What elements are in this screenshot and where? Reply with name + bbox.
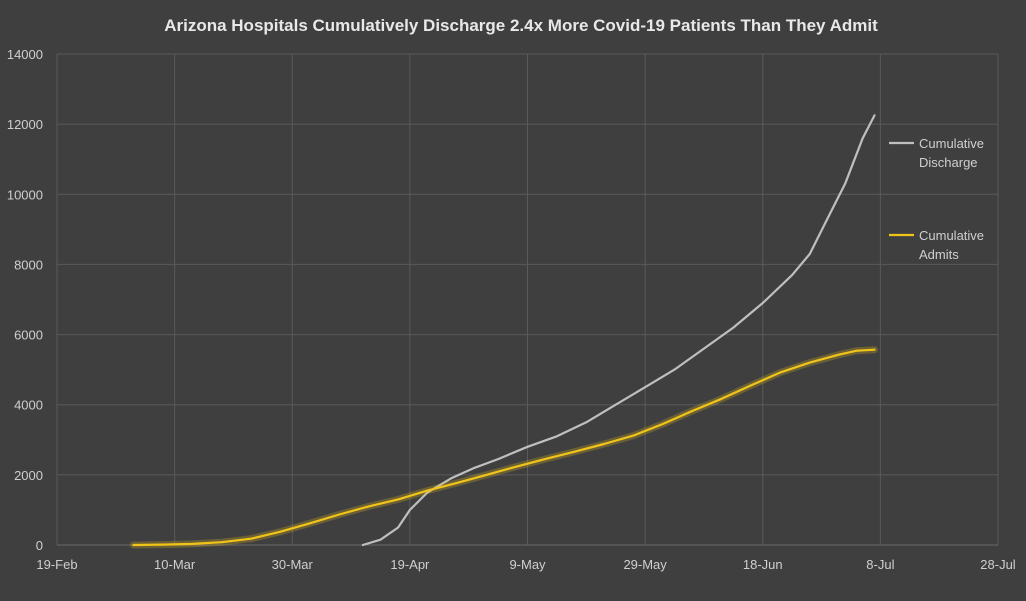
y-tick-label: 2000 [14,468,43,483]
y-tick-label: 6000 [14,328,43,343]
legend-label: Admits [919,247,959,262]
x-tick-label: 30-Mar [272,557,314,572]
y-tick-label: 8000 [14,257,43,272]
x-tick-label: 8-Jul [866,557,894,572]
legend-label: Discharge [919,155,978,170]
x-tick-label: 19-Feb [36,557,77,572]
y-tick-label: 14000 [7,47,43,62]
legend-label: Cumulative [919,136,984,151]
y-tick-label: 12000 [7,117,43,132]
y-tick-label: 4000 [14,398,43,413]
chart-title: Arizona Hospitals Cumulatively Discharge… [164,16,878,35]
series-line-admits [132,348,876,547]
legend: Cumulative Discharge Cumulative Admits [889,136,984,262]
axis-labels: 0 2000 4000 6000 8000 10000 12000 14000 19-Feb 10… [7,47,1016,572]
x-tick-label: 18-Jun [743,557,783,572]
x-tick-label: 28-Jul [980,557,1016,572]
grid [56,53,999,546]
series-line-discharge [361,114,876,547]
series-layer [130,114,878,549]
x-tick-label: 10-Mar [154,557,196,572]
y-tick-label: 0 [36,538,43,553]
x-tick-label: 9-May [509,557,546,572]
y-tick-label: 10000 [7,187,43,202]
legend-label: Cumulative [919,228,984,243]
x-tick-label: 19-Apr [390,557,430,572]
x-tick-label: 29-May [623,557,667,572]
